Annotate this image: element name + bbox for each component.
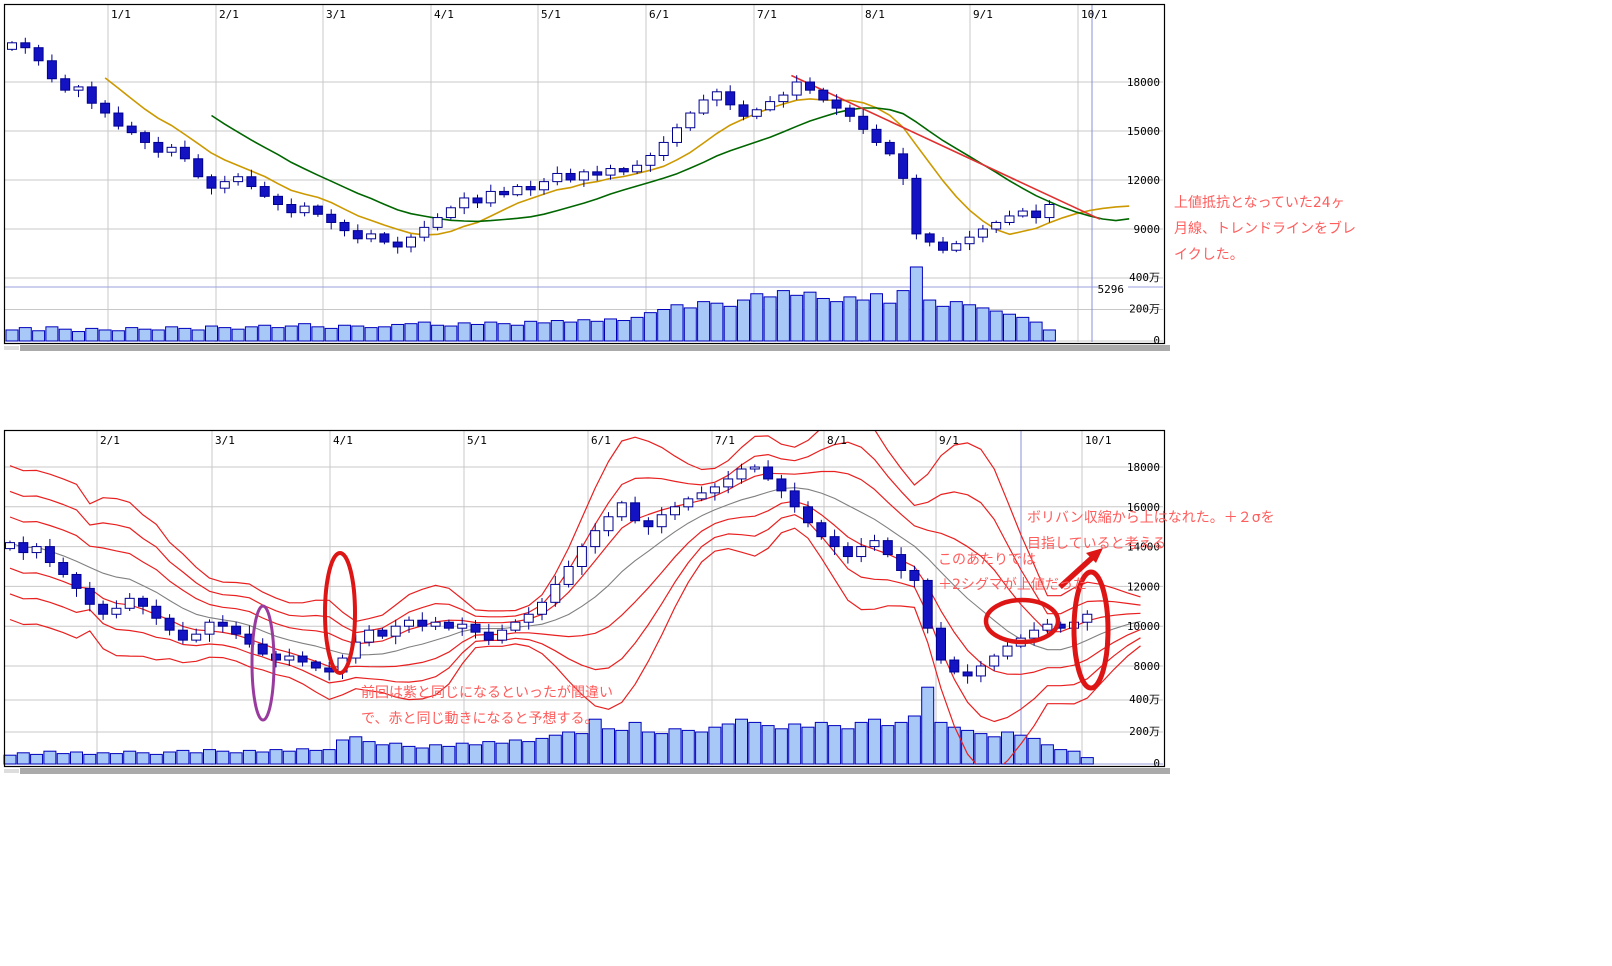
svg-text:200万: 200万 <box>1129 725 1160 738</box>
svg-text:4/1: 4/1 <box>333 434 353 447</box>
svg-text:2/1: 2/1 <box>219 8 239 21</box>
bollinger-layer <box>9 431 1141 764</box>
up-arrow-annotation <box>1058 554 1095 590</box>
svg-text:400万: 400万 <box>1129 693 1160 706</box>
svg-text:0: 0 <box>1153 334 1160 347</box>
note-line: 上値抵抗となっていた24ヶ <box>1174 195 1345 211</box>
note-purple-vs-red: 前回は紫と同じになるといったが間違い で、赤と同じ動きになると予想する。 <box>361 680 613 732</box>
window-shadow <box>20 768 1170 774</box>
svg-text:5/1: 5/1 <box>541 8 561 21</box>
note-line: このあたりでは <box>938 552 1036 568</box>
svg-text:400万: 400万 <box>1129 271 1160 284</box>
chart-border <box>3 429 1166 768</box>
svg-text:18000: 18000 <box>1127 76 1160 89</box>
note-bollinger-breakout: ボリバン収縮から上はなれた。＋２σを 目指していると考える <box>1027 505 1275 557</box>
svg-text:18000: 18000 <box>1127 461 1160 474</box>
axis-labels: 2/1 3/1 4/1 5/1 6/1 7/1 8/1 9/1 10/1 18000 16000 14… <box>100 434 1160 770</box>
svg-text:16000: 16000 <box>1127 501 1160 514</box>
svg-text:1/1: 1/1 <box>111 8 131 21</box>
svg-text:8/1: 8/1 <box>865 8 885 21</box>
note-sigma-resistance: このあたりでは ＋2シグマが上値だった <box>938 548 1087 598</box>
svg-text:12000: 12000 <box>1127 580 1160 593</box>
svg-text:2/1: 2/1 <box>100 434 120 447</box>
svg-text:10/1: 10/1 <box>1085 434 1112 447</box>
note-line: イクした。 <box>1174 247 1244 263</box>
note-line: ＋2シグマが上値だった <box>938 577 1087 593</box>
svg-text:10/1: 10/1 <box>1081 8 1108 21</box>
svg-text:14000: 14000 <box>1127 541 1160 554</box>
note-line: 月線、トレンドラインをブレ <box>1174 221 1356 237</box>
svg-text:3/1: 3/1 <box>326 8 346 21</box>
svg-text:12000: 12000 <box>1127 174 1160 187</box>
trendline <box>791 74 1101 220</box>
svg-text:15000: 15000 <box>1127 125 1160 138</box>
svg-text:4/1: 4/1 <box>434 8 454 21</box>
svg-text:7/1: 7/1 <box>715 434 735 447</box>
svg-text:9/1: 9/1 <box>973 8 993 21</box>
red-ellipse-september <box>983 597 1061 645</box>
ma-layer <box>104 74 1130 236</box>
svg-text:8000: 8000 <box>1134 660 1161 673</box>
svg-text:200万: 200万 <box>1129 303 1160 316</box>
purple-ellipse-march <box>250 604 276 722</box>
svg-text:8/1: 8/1 <box>827 434 847 447</box>
candles-layer <box>5 460 1093 684</box>
axis-labels: 1/1 2/1 3/1 4/1 5/1 6/1 7/1 8/1 9/1 10/1 18000 1500… <box>111 8 1160 347</box>
up-arrow-head <box>1086 548 1103 563</box>
window-shadow <box>4 346 19 350</box>
svg-text:9000: 9000 <box>1134 223 1161 236</box>
red-ellipse-right <box>1071 569 1111 691</box>
note-line: で、赤と同じ動きになると予想する。 <box>361 711 599 727</box>
svg-text:6/1: 6/1 <box>591 434 611 447</box>
window-shadow <box>20 345 1170 351</box>
chart-border <box>3 3 1166 345</box>
note-line: ボリバン収縮から上はなれた。＋２σを <box>1027 510 1275 526</box>
window-shadow <box>4 769 19 773</box>
drawn-annotations <box>250 548 1111 722</box>
volume-bars <box>5 266 1056 342</box>
svg-text:7/1: 7/1 <box>757 8 777 21</box>
candles-layer <box>7 37 1055 254</box>
svg-text:0: 0 <box>1153 757 1160 770</box>
price-level-label: 5296 <box>1098 283 1125 296</box>
svg-text:5/1: 5/1 <box>467 434 487 447</box>
note-line: 目指していると考える <box>1027 536 1167 552</box>
svg-text:6/1: 6/1 <box>649 8 669 21</box>
svg-text:10000: 10000 <box>1127 620 1160 633</box>
daily-chart[interactable]: 2/1 3/1 4/1 5/1 6/1 7/1 8/1 9/1 10/1 18000 16000 14… <box>3 411 1170 775</box>
red-ellipse-april <box>323 551 357 675</box>
note-trendline-break: 上値抵抗となっていた24ヶ 月線、トレンドラインをブレ イクした。 <box>1174 190 1356 268</box>
note-line: 前回は紫と同じになるといったが間違い <box>361 685 613 701</box>
svg-text:3/1: 3/1 <box>215 434 235 447</box>
monthly-chart[interactable]: 5296 1/1 2/1 3/1 4/1 5/1 6/1 7/1 8/1 9/1 10/1 18000… <box>3 3 1170 352</box>
grid-layer <box>5 5 1163 342</box>
volume-bars <box>3 686 1094 765</box>
svg-text:9/1: 9/1 <box>939 434 959 447</box>
